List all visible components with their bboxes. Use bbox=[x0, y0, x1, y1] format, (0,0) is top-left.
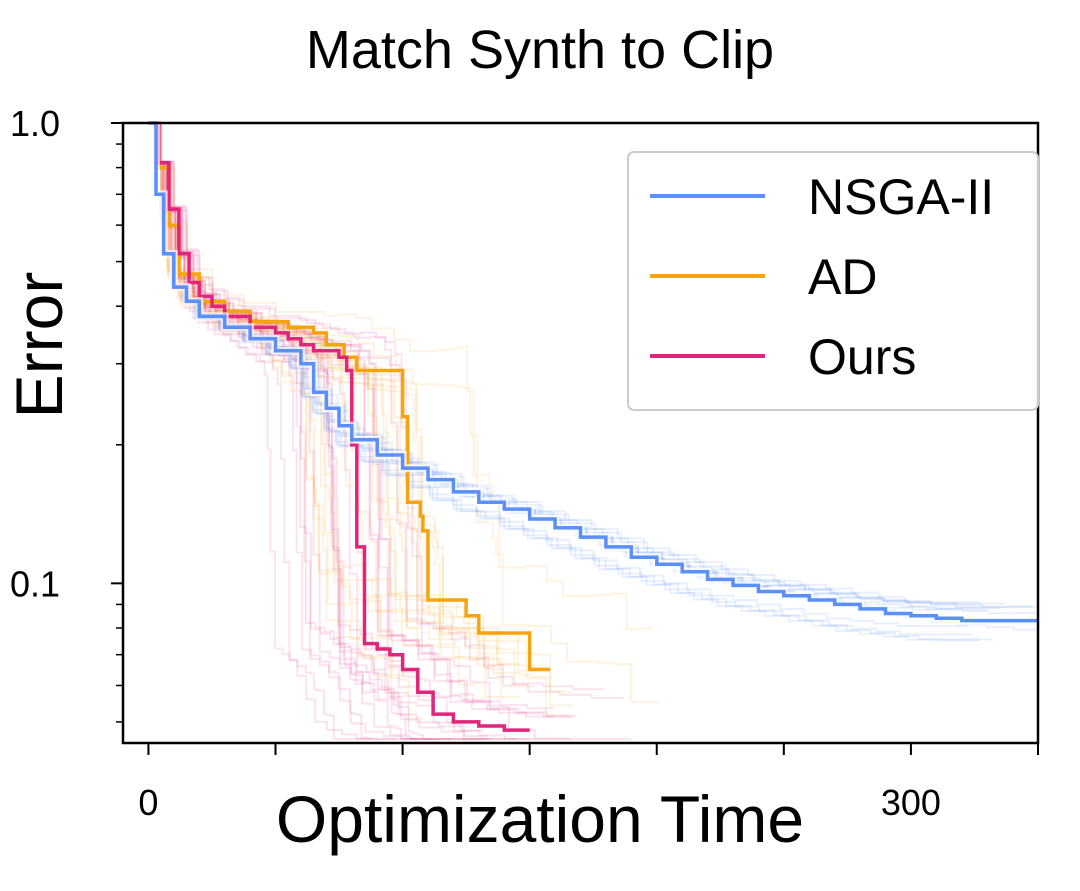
legend-label-ours: Ours bbox=[808, 329, 916, 385]
series-line-ours bbox=[148, 121, 530, 732]
run-line-ours-4 bbox=[148, 122, 397, 740]
run-line-ours-0 bbox=[148, 122, 428, 697]
run-line-ad-15 bbox=[148, 122, 573, 693]
x-axis-label: Optimization Time bbox=[276, 782, 804, 856]
run-line-ours-9 bbox=[148, 122, 484, 732]
run-line-ours-11 bbox=[148, 122, 488, 738]
series-lines bbox=[148, 119, 1038, 732]
y-tick-label-1: 0.1 bbox=[10, 563, 60, 604]
run-line-ad-0 bbox=[148, 122, 518, 665]
tick-labels: 0 300 1.0 0.1 bbox=[10, 103, 941, 823]
y-axis-label: Error bbox=[2, 272, 76, 419]
legend-label-ad: AD bbox=[808, 249, 877, 305]
y-tick-label-0: 1.0 bbox=[10, 103, 60, 144]
run-line-ad-13 bbox=[148, 122, 659, 704]
run-line-ours-14 bbox=[148, 122, 437, 707]
run-line-ad-4 bbox=[148, 122, 548, 680]
legend: NSGA-II AD Ours bbox=[627, 151, 1039, 411]
x-tick-label-1: 300 bbox=[881, 782, 941, 823]
run-line-ours-15 bbox=[148, 122, 605, 691]
series-line-nsga bbox=[148, 121, 1038, 623]
run-line-ours-8 bbox=[148, 122, 632, 740]
run-line-ad-7 bbox=[148, 122, 521, 698]
run-line-ours-21 bbox=[148, 122, 556, 710]
legend-box bbox=[627, 151, 1039, 411]
run-line-ad-17 bbox=[148, 122, 505, 699]
run-line-ad-11 bbox=[148, 122, 654, 630]
chart-title: Match Synth to Clip bbox=[306, 20, 774, 80]
plot-frame bbox=[121, 121, 1040, 745]
run-line-ours-12 bbox=[148, 122, 434, 740]
run-line-ad-8 bbox=[148, 122, 573, 707]
run-line-ours-3 bbox=[148, 122, 577, 717]
legend-label-nsga: NSGA-II bbox=[808, 169, 994, 225]
axis-ticks bbox=[111, 122, 1039, 755]
x-tick-label-0: 0 bbox=[138, 782, 158, 823]
run-line-ours-16 bbox=[148, 122, 625, 699]
